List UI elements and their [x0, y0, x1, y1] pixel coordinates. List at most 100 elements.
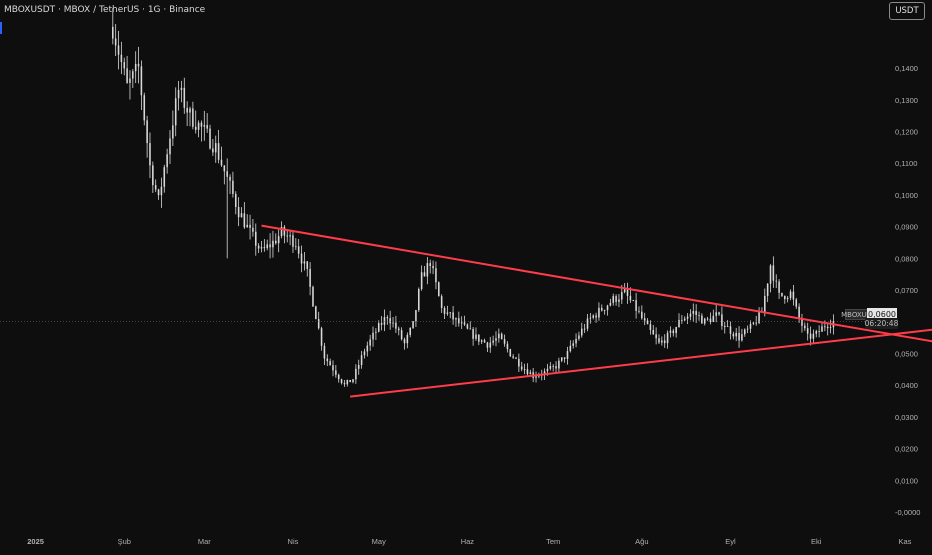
candle-body — [795, 299, 798, 307]
candle-body — [618, 299, 620, 302]
candle-body — [523, 369, 526, 370]
x-tick-label: May — [372, 537, 386, 546]
x-tick-label: 2025 — [27, 537, 44, 546]
candle-body — [335, 370, 337, 375]
candle-body — [635, 300, 637, 311]
candle-body — [269, 244, 271, 248]
y-tick-label: 0,1400 — [895, 64, 918, 73]
candle-body — [655, 334, 657, 339]
candle-body — [289, 235, 291, 237]
candle-body — [217, 143, 220, 160]
candle-body — [277, 236, 280, 244]
candle-body — [586, 318, 589, 329]
candle-body — [332, 365, 334, 371]
candle-body — [609, 302, 612, 306]
candle-body — [357, 365, 360, 369]
candle-body — [395, 322, 397, 329]
candle-body — [229, 176, 231, 181]
candle-body — [735, 332, 737, 337]
candle-body — [486, 342, 489, 348]
candle-body — [466, 324, 469, 329]
candle-body — [137, 63, 140, 67]
candle-body — [172, 125, 174, 139]
candle-body — [652, 330, 655, 335]
candle-body — [429, 263, 432, 266]
candle-body — [715, 312, 717, 316]
candle-body — [214, 143, 217, 153]
candle-body — [455, 318, 457, 320]
candle-body — [480, 340, 483, 342]
candle-body — [829, 327, 832, 329]
candle-body — [286, 235, 289, 237]
candle-body — [818, 331, 820, 332]
candle-body — [695, 311, 697, 315]
candle-body — [578, 335, 580, 339]
candle-body — [177, 89, 180, 99]
candle-body — [580, 328, 583, 336]
candle-body — [160, 186, 163, 196]
candle-body — [363, 351, 366, 356]
candle-body — [174, 98, 177, 126]
candle-body — [283, 226, 286, 236]
candle-body — [606, 305, 609, 311]
candle-body — [546, 368, 549, 372]
candle-body — [798, 306, 800, 319]
candle-body — [297, 246, 300, 254]
candle-body — [440, 296, 443, 308]
candle-body — [120, 54, 123, 63]
x-tick-label: Tem — [546, 537, 560, 546]
candle-body — [712, 315, 715, 322]
candle-body — [821, 326, 823, 332]
candle-body — [815, 331, 818, 334]
candle-body — [409, 327, 411, 335]
y-tick-label: 0,0700 — [895, 286, 918, 295]
candle-body — [709, 318, 712, 322]
candle-body — [355, 368, 357, 380]
candle-body — [194, 126, 197, 130]
candle-body — [372, 332, 374, 340]
candle-body — [463, 322, 466, 325]
candle-body — [240, 213, 243, 218]
candle-body — [658, 338, 660, 343]
candle-body — [732, 333, 735, 337]
candle-body — [152, 165, 154, 186]
candle-body — [743, 329, 746, 335]
candle-body — [560, 357, 563, 361]
candle-body — [721, 314, 723, 326]
currency-button[interactable]: USDT — [889, 2, 925, 20]
candle-body — [566, 351, 569, 359]
candle-body — [366, 345, 369, 352]
y-tick-label: 0,1100 — [895, 159, 917, 168]
ascending-trendline — [350, 328, 932, 398]
candle-body — [349, 379, 351, 383]
candle-body — [629, 295, 632, 301]
bar-countdown-label: 06:20:48 — [864, 318, 899, 329]
candle-body — [469, 328, 472, 330]
candle-body — [766, 283, 769, 296]
candle-body — [272, 240, 274, 248]
candle-body — [623, 289, 626, 293]
candle-body — [380, 323, 383, 325]
candle-body — [275, 240, 277, 244]
candle-body — [203, 125, 206, 127]
candle-body — [758, 311, 760, 324]
candle-body — [132, 71, 134, 79]
candle-body — [415, 310, 417, 322]
y-tick-label: 0,1300 — [895, 96, 918, 105]
candle-body — [495, 338, 497, 341]
candle-body — [752, 322, 755, 324]
candle-body — [312, 286, 314, 307]
candle-body — [340, 379, 343, 384]
candle-body — [192, 108, 194, 127]
candle-body — [529, 372, 532, 375]
candle-body — [452, 312, 454, 320]
candle-body — [257, 245, 260, 249]
candle-body — [678, 319, 680, 328]
candle-body — [769, 265, 772, 284]
candle-body — [746, 328, 749, 330]
candle-body — [377, 323, 380, 332]
candle-body — [543, 371, 546, 375]
candle-body — [260, 247, 263, 249]
